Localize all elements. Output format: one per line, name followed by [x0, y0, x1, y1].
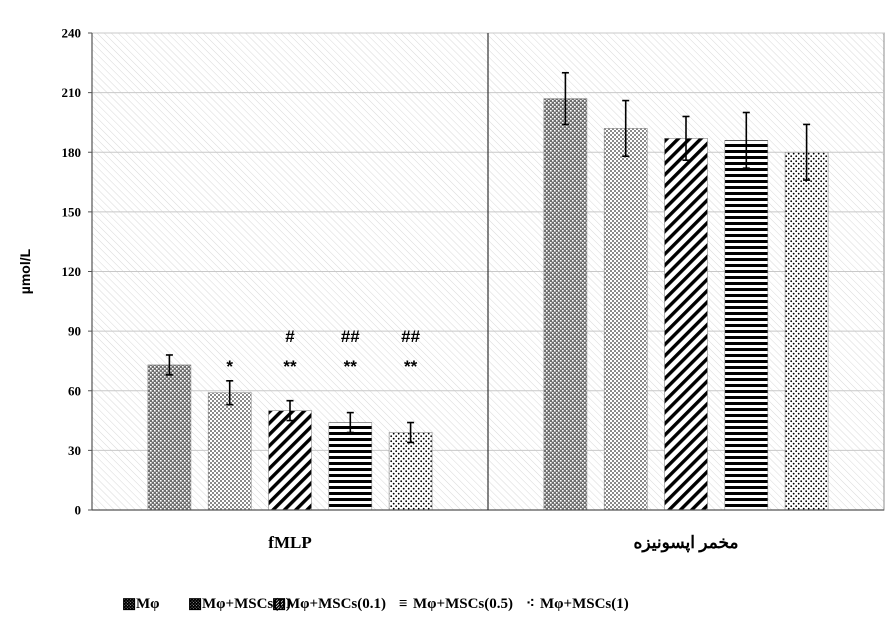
y-tick-label: 180	[62, 145, 82, 160]
bar	[664, 138, 708, 511]
y-axis-label: µmol/L	[17, 248, 33, 294]
bar	[328, 422, 373, 511]
legend-label: Mφ+MSCs(0.5)	[413, 596, 513, 612]
y-tick-label: 90	[68, 324, 81, 339]
bars	[147, 71, 829, 511]
y-tick-label: 0	[75, 503, 82, 518]
significance-mark: #	[285, 327, 295, 346]
legend-label: Mφ+MSCs(0)	[202, 596, 291, 612]
bar	[388, 432, 433, 511]
legend-label: Mφ+MSCs(1)	[540, 596, 629, 612]
legend: ▩ Mφ ▩ Mφ+MSCs(0)▨ Mφ+MSCs(0.1) ≡ Mφ+MSCs(0.5)…	[122, 596, 629, 612]
significance-mark: **	[283, 357, 297, 376]
legend-marker-dense-dots: ▩	[122, 596, 136, 612]
y-tick-label: 120	[62, 264, 82, 279]
y-tick-label: 240	[62, 26, 82, 41]
bar	[543, 98, 588, 511]
x-category-label: مخمر اپسونیزه	[633, 533, 738, 553]
bar	[268, 410, 312, 511]
legend-marker-horizontal: ≡	[399, 596, 408, 612]
legend-marker-sparse-dots: ⁖	[526, 596, 535, 612]
bar	[207, 392, 252, 511]
legend-marker-diagonal: ▨	[272, 596, 286, 612]
y-tick-label: 210	[62, 85, 82, 100]
legend-marker-checker: ▩	[188, 596, 202, 612]
legend-label: Mφ+MSCs(0.1)	[286, 596, 386, 612]
legend-label: Mφ	[136, 596, 160, 612]
significance-mark: **	[344, 357, 358, 376]
bar	[784, 151, 829, 511]
significance-mark: ##	[401, 327, 420, 346]
axes: 0 30 60 90 120 150 180 210 240 µmol/L	[17, 26, 884, 518]
bar	[603, 128, 648, 511]
y-tick-label: 60	[68, 383, 81, 398]
bar	[147, 364, 192, 511]
significance-mark: *	[226, 357, 233, 376]
labels: fMLP مخمر اپسونیزه * # ** ## ** ## **	[226, 327, 738, 553]
significance-mark: **	[404, 357, 418, 376]
bar	[724, 140, 769, 511]
y-tick-label: 30	[68, 443, 81, 458]
significance-mark: ##	[341, 327, 360, 346]
y-tick-label: 150	[62, 204, 82, 219]
x-category-label: fMLP	[268, 533, 311, 552]
